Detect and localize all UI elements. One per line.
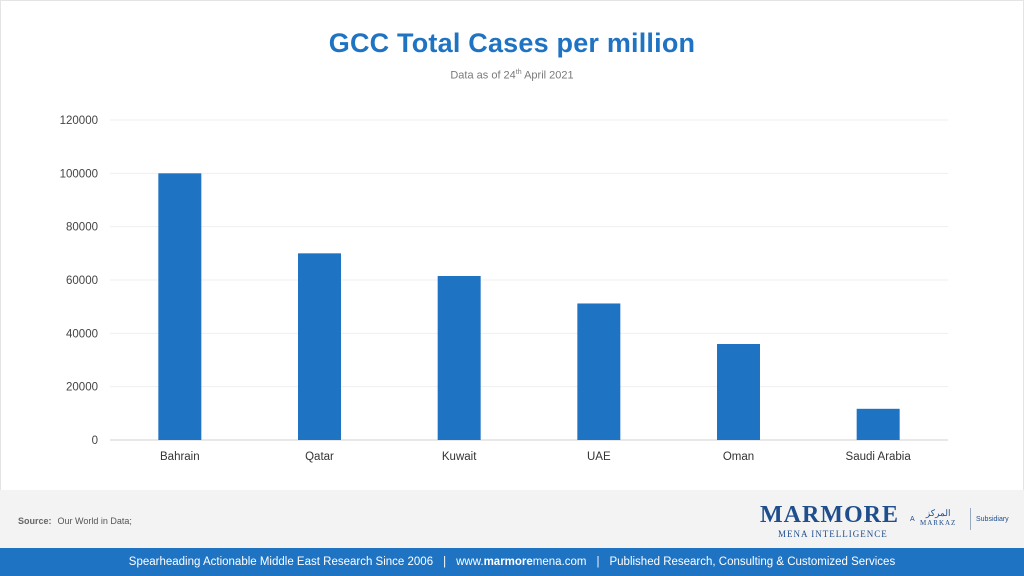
logo-divider <box>970 508 971 530</box>
source-label: Source: <box>18 516 52 526</box>
subtitle-prefix: Data as of 24 <box>450 69 516 82</box>
y-axis: 0 20000 40000 60000 80000 100000 120000 <box>60 115 98 447</box>
y-tick-label: 60000 <box>66 275 98 287</box>
bar-oman <box>717 344 760 440</box>
footer-separator-2: | <box>596 556 600 568</box>
logo-subsidiary: Subsidiary <box>976 516 1009 523</box>
y-tick-label: 120000 <box>60 115 98 127</box>
x-tick-label: Saudi Arabia <box>846 451 912 463</box>
source-note: Source: Our World in Data; <box>18 516 132 526</box>
subtitle-suffix: April 2021 <box>521 69 574 82</box>
bar-uae <box>577 303 621 440</box>
x-tick-label: Qatar <box>305 451 334 463</box>
bar-kuwait <box>437 276 481 440</box>
source-text: Our World in Data; <box>57 516 132 526</box>
footer-bar: Spearheading Actionable Middle East Rese… <box>0 548 1024 576</box>
x-axis: Bahrain Qatar Kuwait UAE Oman Saudi Arabia <box>160 451 911 463</box>
footer-services: Published Research, Consulting & Customi… <box>609 556 896 568</box>
markaz-arabic: المركز <box>925 508 951 518</box>
footer-url[interactable]: www.marmoremena.com <box>456 556 586 568</box>
x-tick-label: UAE <box>587 451 611 463</box>
logo-sub: MENA INTELLIGENCE <box>778 529 888 539</box>
logo-a: A <box>910 516 915 523</box>
bar-chart: 0 20000 40000 60000 80000 100000 120000 Bahrai… <box>60 115 948 463</box>
footer-url-prefix: www. <box>456 556 484 568</box>
y-tick-label: 100000 <box>60 168 98 180</box>
chart-title: GCC Total Cases per million <box>328 28 696 58</box>
source-band <box>0 490 1024 548</box>
footer-url-suffix: mena.com <box>532 556 587 568</box>
footer-url-bold: marmore <box>483 556 533 568</box>
bar-bahrain <box>158 173 202 441</box>
bar-qatar <box>298 253 341 440</box>
markaz-logo: المركز MARKAZ <box>920 508 956 527</box>
y-tick-label: 0 <box>92 435 98 447</box>
gridlines <box>110 119 948 441</box>
subtitle-sup: th <box>515 69 522 76</box>
chart-subtitle: Data as of 24th April 2021 <box>0 69 1024 82</box>
y-tick-label: 20000 <box>66 382 98 394</box>
footer-tagline: Spearheading Actionable Middle East Rese… <box>128 556 434 568</box>
x-tick-label: Oman <box>723 451 754 463</box>
x-tick-label: Kuwait <box>442 451 477 463</box>
logo-main: MARMORE <box>760 502 899 528</box>
footer-separator: | <box>443 556 447 568</box>
y-tick-label: 40000 <box>66 328 98 340</box>
markaz-name: MARKAZ <box>920 519 957 527</box>
y-tick-label: 80000 <box>66 222 98 234</box>
bars <box>158 173 900 441</box>
marmore-logo: MARMORE MENA INTELLIGENCE A المركز MARKA… <box>760 502 1010 542</box>
x-tick-label: Bahrain <box>160 451 200 463</box>
bar-saudi-arabia <box>856 408 900 440</box>
